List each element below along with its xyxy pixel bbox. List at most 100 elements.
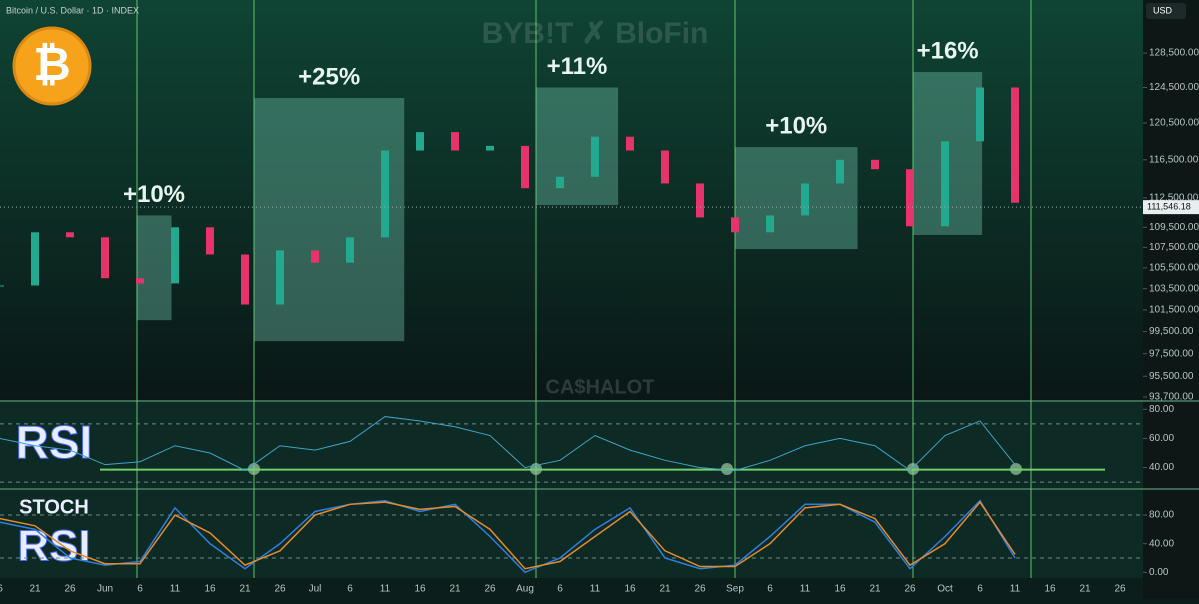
x-tick-label: 26 <box>904 584 916 595</box>
x-tick-label: 11 <box>170 584 181 595</box>
x-tick-label: 21 <box>659 584 671 595</box>
logo <box>12 26 92 106</box>
x-tick-label: 6 <box>0 584 3 595</box>
x-tick-label: Sep <box>726 584 744 595</box>
currency-box <box>1146 3 1186 19</box>
x-tick-label: 16 <box>834 584 846 595</box>
y-tick-label: 99,500.00 <box>1149 326 1194 337</box>
rsi-panel <box>0 402 1143 488</box>
y-tick-label: 124,500.00 <box>1149 82 1199 93</box>
candle <box>731 217 739 233</box>
x-tick-label: 21 <box>239 584 251 595</box>
y-tick-label: 93,700.00 <box>1149 392 1194 403</box>
move-box <box>136 215 172 321</box>
last-price-box <box>1143 200 1199 215</box>
candle <box>346 237 354 263</box>
y-tick-label: 80.00 <box>1149 404 1174 415</box>
candle <box>591 136 599 177</box>
y-tick-label: 116,500.00 <box>1149 154 1199 165</box>
stoch-label: RSI <box>17 522 90 571</box>
x-tick-label: 16 <box>204 584 216 595</box>
candle <box>276 250 284 305</box>
candle <box>381 150 389 238</box>
x-tick-label: Aug <box>516 584 534 595</box>
candle <box>871 159 879 170</box>
y-tick-label: 95,500.00 <box>1149 371 1194 382</box>
move-label: +10% <box>123 181 185 208</box>
x-tick-label: 21 <box>449 584 461 595</box>
candle <box>486 145 494 151</box>
move-box <box>535 87 619 206</box>
signal-lines <box>136 0 1032 578</box>
last-price: 111,546.18 <box>1147 202 1191 212</box>
candle <box>66 232 74 238</box>
y-tick-label: 40.00 <box>1149 462 1174 473</box>
logo-symbol: ₿ <box>33 38 71 90</box>
currency: USD <box>1153 5 1173 15</box>
candle <box>696 183 704 218</box>
y-tick-label: 112,500.00 <box>1149 193 1199 204</box>
y-tick-label: 60.00 <box>1149 433 1174 444</box>
candle <box>101 237 109 279</box>
x-tick-label: 11 <box>380 584 391 595</box>
move-label: +16% <box>917 37 979 64</box>
candle <box>976 87 984 142</box>
y-tick-label: 101,500.00 <box>1149 305 1199 316</box>
line <box>0 416 1016 472</box>
x-tick-label: 6 <box>557 584 563 595</box>
candle <box>171 227 179 284</box>
x-tick-label: 11 <box>590 584 601 595</box>
candle <box>521 145 529 189</box>
move-label: +25% <box>298 63 360 90</box>
x-tick-label: 16 <box>624 584 636 595</box>
x-tick-label: 11 <box>1010 584 1021 595</box>
x-tick-label: Jul <box>309 584 322 595</box>
price-panel <box>0 0 1143 400</box>
candle <box>556 176 564 189</box>
x-tick-label: Jun <box>97 584 113 595</box>
candle <box>801 183 809 216</box>
x-tick-label: 21 <box>1079 584 1091 595</box>
candle <box>766 215 774 233</box>
x-tick-label: Oct <box>937 584 953 595</box>
y-tick-label: 105,500.00 <box>1149 262 1199 273</box>
x-tick-label: 16 <box>414 584 426 595</box>
candle <box>1011 87 1019 203</box>
x-tick-label: 6 <box>977 584 983 595</box>
x-tick-label: 26 <box>484 584 496 595</box>
watermark: BYB!T ✗ BloFin <box>482 17 709 50</box>
rsi-label: RSI <box>16 416 93 468</box>
move-label: +10% <box>765 112 827 139</box>
move-label: +11% <box>547 53 608 80</box>
y-tick-label: 0.00 <box>1149 567 1169 578</box>
x-tick-label: 6 <box>137 584 143 595</box>
brand: CA$HALOT <box>546 376 655 398</box>
price-axis <box>1143 0 1199 599</box>
y-tick-label: 97,500.00 <box>1149 348 1194 359</box>
candle <box>661 150 669 184</box>
x-tick-label: 26 <box>1114 584 1126 595</box>
y-tick-label: 80.00 <box>1149 510 1174 521</box>
x-tick-label: 21 <box>29 584 41 595</box>
candle <box>311 250 319 263</box>
y-tick-label: 103,500.00 <box>1149 283 1199 294</box>
candle <box>31 232 39 286</box>
candle <box>0 285 4 287</box>
x-tick-label: 21 <box>869 584 881 595</box>
candle <box>241 254 249 305</box>
y-tick-label: 120,500.00 <box>1149 118 1199 129</box>
x-tick-label: 26 <box>694 584 706 595</box>
y-tick-label: 107,500.00 <box>1149 242 1199 253</box>
line <box>0 500 1016 570</box>
candle <box>941 141 949 227</box>
candle <box>626 136 634 151</box>
x-tick-label: 16 <box>1044 584 1056 595</box>
candle <box>451 132 459 151</box>
candle <box>836 159 844 184</box>
stoch-label: STOCH <box>19 496 89 518</box>
symbol: Bitcoin / U.S. Dollar · 1D · INDEX <box>6 5 139 15</box>
stoch-panel <box>0 490 1143 578</box>
candle <box>416 132 424 151</box>
